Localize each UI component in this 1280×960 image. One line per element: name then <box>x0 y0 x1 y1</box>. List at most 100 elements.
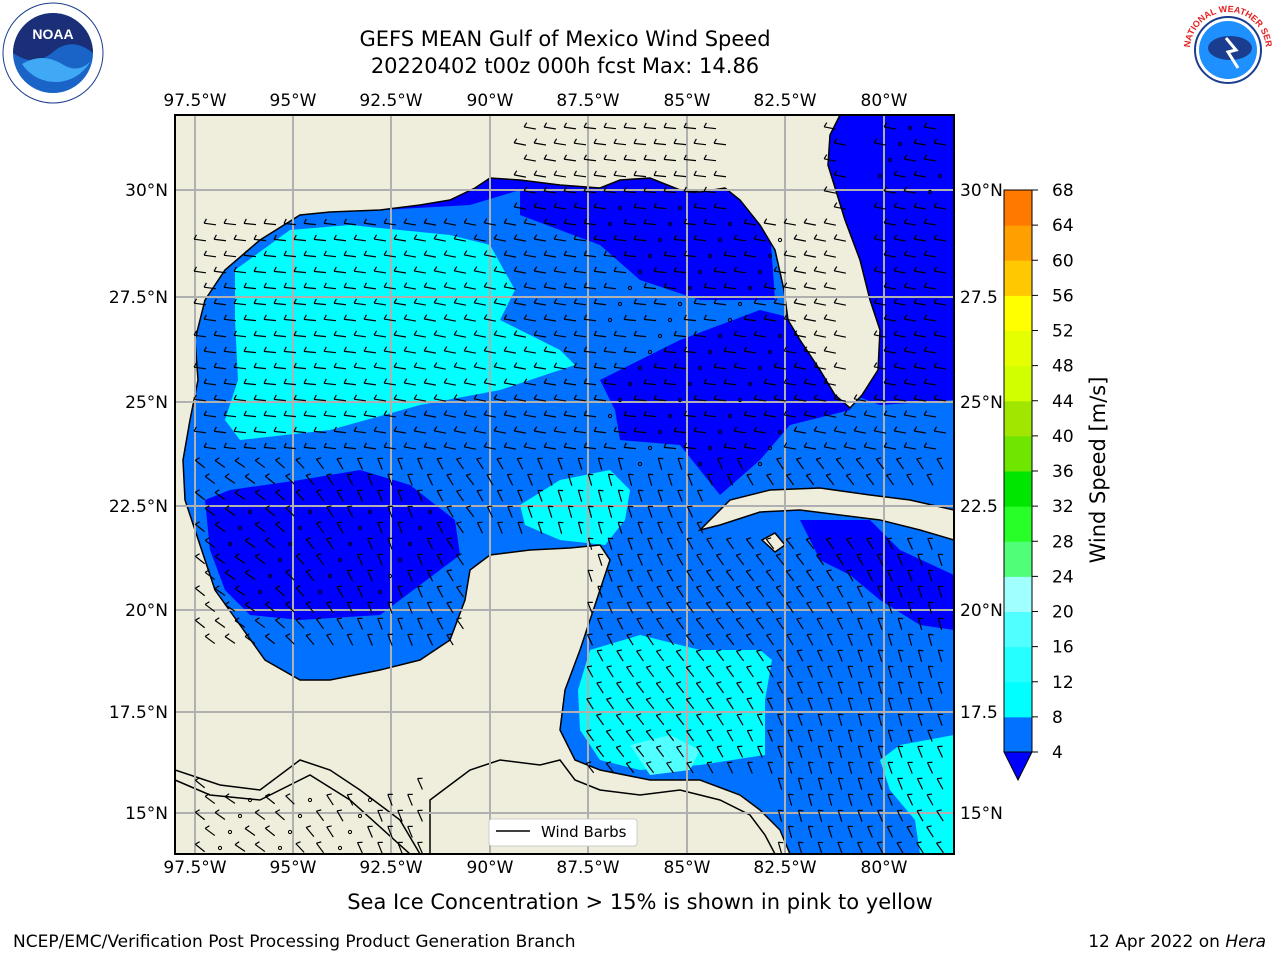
wind-barb <box>657 521 663 534</box>
wind-barb <box>756 649 764 662</box>
wind-barb <box>214 553 226 564</box>
wind-barb <box>273 234 287 242</box>
colorbar-tick-label: 4 <box>1052 743 1063 763</box>
wind-barb <box>583 186 597 194</box>
wind-barb <box>194 777 206 789</box>
wind-barb <box>623 442 637 450</box>
wind-barb <box>806 569 814 582</box>
colorbar-bin <box>1004 365 1032 402</box>
wind-barb <box>693 202 707 210</box>
wind-barb <box>843 410 856 418</box>
wind-barb <box>436 617 444 630</box>
wind-barb <box>785 569 795 582</box>
wind-barb <box>906 793 914 806</box>
wind-barb <box>204 793 216 805</box>
wind-barb <box>193 394 207 402</box>
wind-barb <box>833 426 846 434</box>
wind-barb <box>363 346 377 354</box>
calm-marker <box>677 397 683 403</box>
wind-barb <box>383 346 397 354</box>
wind-barb <box>423 282 437 290</box>
wind-barb <box>413 234 427 242</box>
calm-marker <box>277 557 283 563</box>
wind-barb <box>397 521 403 534</box>
wind-barb <box>513 266 527 274</box>
wind-barb <box>627 569 633 582</box>
wind-barb <box>753 234 767 242</box>
wind-barb <box>193 426 207 434</box>
wind-barb <box>397 841 403 854</box>
wind-barb <box>805 537 815 550</box>
longitude-label: 97.5°W <box>163 91 226 111</box>
colorbar-tick-label: 56 <box>1052 286 1074 306</box>
wind-barb <box>343 282 357 290</box>
wind-barb <box>623 122 637 130</box>
wind-barb <box>773 266 787 274</box>
wind-barb <box>923 314 937 322</box>
wind-barb <box>666 569 674 582</box>
calm-marker <box>697 365 703 371</box>
wind-barb <box>663 378 677 386</box>
wind-barb <box>336 809 344 822</box>
wind-barb <box>453 394 467 402</box>
wind-barb <box>775 553 785 566</box>
wind-barb <box>583 378 597 386</box>
latitude-label: 27.5 <box>960 288 998 308</box>
wind-field-below-4-atlantic <box>840 115 954 215</box>
wind-barb <box>916 777 924 790</box>
wind-barb <box>473 394 486 402</box>
map-subtitle: 20220402 t00z 000h fcst Max: 14.86 <box>370 54 760 78</box>
colorbar-bin <box>1004 435 1032 472</box>
wind-barb <box>666 601 674 614</box>
wind-barb <box>675 713 685 726</box>
wind-barb <box>503 218 517 226</box>
wind-barb <box>433 394 447 402</box>
wind-barb <box>573 202 587 210</box>
wind-barb <box>783 282 797 290</box>
wind-barb <box>543 442 557 450</box>
wind-barb <box>313 234 327 242</box>
wind-barb <box>903 442 917 450</box>
wind-barb <box>927 697 934 710</box>
colorbar-bin <box>1004 295 1032 331</box>
wind-barb <box>333 330 347 338</box>
wind-barb <box>703 378 717 386</box>
wind-barb <box>463 346 476 354</box>
wind-barb <box>503 250 517 258</box>
wind-barb <box>635 745 645 758</box>
wind-barb <box>393 394 407 402</box>
wind-barb <box>826 569 834 582</box>
longitude-label: 92.5°W <box>359 91 422 111</box>
wind-barb <box>253 330 267 338</box>
wind-barb <box>867 697 874 710</box>
wind-barb <box>927 729 933 742</box>
wind-barb <box>763 314 777 322</box>
wind-barb <box>907 729 914 742</box>
wind-barb <box>513 170 527 178</box>
wind-barb <box>193 362 207 370</box>
wind-barb <box>725 569 735 582</box>
wind-barb <box>923 154 937 162</box>
wind-barb <box>456 617 464 630</box>
wind-barb <box>433 266 447 274</box>
wind-barb <box>603 282 617 290</box>
wind-barb <box>224 505 236 516</box>
wind-barb <box>244 569 256 580</box>
wind-barb <box>333 234 347 242</box>
wind-barb <box>763 218 777 226</box>
wind-barb <box>813 298 827 306</box>
wind-barb <box>923 282 937 290</box>
footer-right: 12 Apr 2022 on Hera <box>1088 932 1266 952</box>
wind-barb <box>807 825 814 838</box>
wind-barb <box>847 761 854 774</box>
wind-barb <box>713 202 727 210</box>
calm-marker <box>677 301 683 307</box>
wind-barb <box>635 681 645 694</box>
wind-barb <box>733 330 747 338</box>
wind-barb <box>194 617 206 629</box>
wind-barb <box>403 442 417 450</box>
wind-barb <box>606 697 614 710</box>
wind-barb <box>547 505 554 518</box>
wind-barb <box>363 218 377 226</box>
wind-barb <box>563 410 577 418</box>
